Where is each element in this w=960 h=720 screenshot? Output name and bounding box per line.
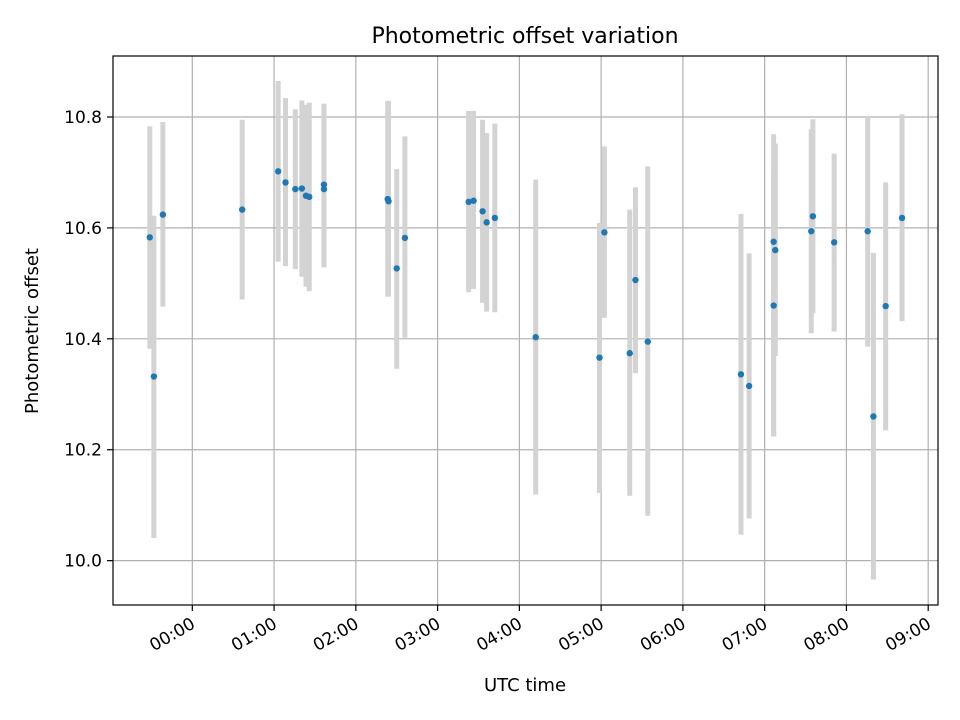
data-point	[601, 229, 608, 236]
data-point	[320, 185, 328, 193]
data-point	[644, 338, 651, 345]
data-point	[238, 206, 246, 213]
data-point	[870, 413, 877, 420]
data-point	[898, 214, 906, 222]
data-point	[830, 239, 838, 246]
y-tick-label: 10.2	[64, 441, 102, 461]
data-point	[483, 219, 490, 226]
data-point	[882, 302, 889, 310]
data-point	[274, 168, 282, 175]
y-tick-label: 10.0	[64, 552, 102, 572]
plot-frame	[112, 55, 939, 606]
data-point	[292, 185, 299, 193]
data-point	[532, 333, 539, 341]
data-point	[298, 185, 306, 192]
data-point	[385, 198, 392, 205]
data-point	[401, 234, 409, 242]
data-point	[306, 193, 313, 201]
data-point	[146, 234, 153, 241]
data-points	[146, 168, 906, 420]
data-point	[770, 302, 777, 309]
data-point	[809, 213, 817, 220]
data-point	[596, 354, 603, 361]
data-point	[282, 179, 289, 186]
data-point	[626, 350, 633, 357]
data-point	[465, 198, 472, 206]
data-point	[479, 208, 486, 215]
data-point	[470, 197, 477, 204]
y-tick-label: 10.4	[64, 330, 102, 350]
data-point	[808, 228, 815, 235]
data-point	[320, 181, 328, 188]
y-axis-ticks: 10.0 10.2 10.4 10.6 10.8	[64, 108, 113, 572]
data-point	[393, 265, 400, 272]
data-point	[491, 214, 499, 222]
data-point	[737, 371, 745, 378]
data-point	[150, 373, 158, 380]
data-point	[632, 276, 639, 284]
y-axis-label: Photometric offset	[22, 248, 43, 414]
data-point	[772, 246, 779, 254]
data-point	[745, 382, 753, 390]
data-point	[770, 238, 777, 245]
y-tick-label: 10.8	[64, 108, 102, 128]
data-point	[159, 211, 167, 218]
data-point	[864, 228, 871, 235]
y-tick-label: 10.6	[64, 219, 102, 239]
x-axis-label: UTC time	[484, 675, 566, 696]
chart-title: Photometric offset variation	[371, 24, 678, 49]
